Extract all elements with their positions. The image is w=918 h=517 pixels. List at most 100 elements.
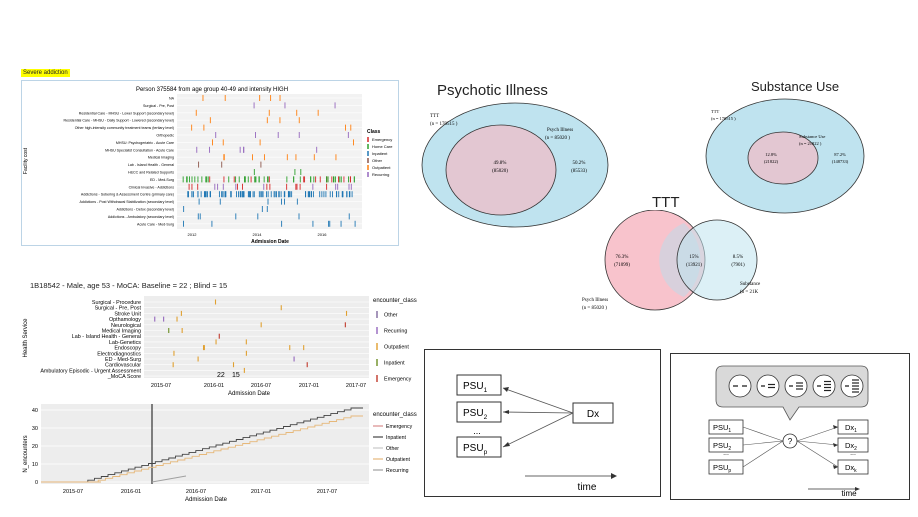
patient-plot-row-label: Surgical - Pre, Post (95, 306, 142, 312)
ttt-mid-pct: 15% (689, 255, 698, 260)
person-legend-label: Inpatient (372, 151, 388, 156)
cumulative-plot-grid: 0 10 20 30 40 (32, 408, 369, 486)
cumulative-plot-ytick: 40 (32, 408, 38, 414)
dx-node-label-right: Dxk (845, 463, 857, 474)
patient-plot-title: 1B18542 - Male, age 53 - MoCA: Baseline … (30, 281, 228, 290)
patient-plot-xtick: 2017-07 (346, 383, 366, 389)
psychotic-outer-count: (85533) (571, 169, 587, 174)
cumulative-plot-ytick: 0 (35, 480, 38, 486)
ttt-left-count: (71099) (614, 263, 630, 268)
hidden-to-dx-edge (796, 426, 839, 442)
patient-plot-row-label: Neurological (111, 323, 141, 329)
outpatient-series-line (41, 415, 363, 483)
psu-node-subscript-right: p (728, 468, 731, 474)
person-legend-label: Home Care (372, 144, 393, 149)
cumulative-plot-xtick: 2016-01 (121, 489, 141, 495)
patient-plot-row-label: ED - Med-Surg (105, 357, 141, 363)
dx-node-subscript-right: k (854, 468, 857, 474)
substance-use-venn: TTT (n = 170515 ) Substance Use (n = 218… (705, 98, 865, 214)
psu-dx-diagram: PSU1 PSU2... PSUp Dx time (424, 349, 661, 497)
psychotic-inner-label: Psych Illness (547, 128, 573, 133)
psu-node-subscript-right: 2 (728, 446, 731, 452)
cumulative-legend-label: Other (386, 446, 399, 452)
psu-to-hidden-edge (742, 440, 784, 446)
dx-arrowhead (833, 465, 838, 469)
psu-node-label-right: PSU1 (713, 423, 731, 434)
psychotic-inner-n: (n = 85020 ) (545, 136, 570, 141)
person-plot-legend: Emergency Home Care Inpatient Other Outpatie… (367, 137, 393, 177)
psych-illness-circle (445, 124, 557, 216)
arrowhead-psu1 (503, 387, 509, 392)
patient-plot-xtick: 2017-01 (299, 383, 319, 389)
psu-node-box (456, 374, 502, 396)
ttt-mid-count: (13921) (686, 263, 702, 268)
psu-ellipsis: ... (473, 426, 481, 436)
cumulative-plot-ytick: 10 (32, 462, 38, 468)
ttt-left-n: (n = 85020 ) (582, 306, 607, 311)
patient-plot-xtick: 2016-07 (251, 383, 271, 389)
substance-inner-count: (21822) (764, 159, 779, 164)
psychotic-outer-pct: 50.2% (573, 161, 586, 166)
psu-node-name: PSU (463, 408, 484, 419)
psu-node-subscript: 1 (484, 387, 488, 394)
arrowhead-psu2 (503, 410, 509, 414)
cumulative-plot-xtick: 2016-07 (186, 489, 206, 495)
arrowhead-psup (503, 442, 510, 447)
patient-legend-label: Emergency (384, 377, 412, 383)
patient-plot-row-label: Medical Imaging (102, 329, 141, 335)
psu-node-box (456, 436, 502, 458)
person-plot-title: Person 375584 from age group 40-49 and i… (136, 87, 288, 93)
substance-outer-pct: 87.2% (834, 152, 846, 157)
state-circles (728, 374, 864, 398)
arrow-dx-psup (502, 412, 574, 448)
cumulative-plot-lines (41, 407, 363, 483)
psu-node-label-right: PSU2 (713, 441, 731, 452)
substance-inner-n: (n = 21822 ) (799, 141, 822, 146)
psu-node-label-right: PSUp (713, 463, 731, 474)
patient-plot-row-label: Endoscopy (114, 346, 141, 352)
ttt-title: TTT (652, 194, 680, 211)
time-arrowhead-right (855, 487, 860, 491)
person-plot-panel (177, 94, 362, 229)
patient-plot-row-label: Stroke Unit (114, 311, 141, 317)
psu-node-name-right: PSU (713, 423, 728, 432)
person-legend-label: Outpatient (372, 165, 391, 170)
cumulative-plot-ytick: 20 (32, 444, 38, 450)
patient-plot-row-label: Cardiovascular (105, 363, 141, 369)
cumulative-legend-label: Emergency (386, 424, 413, 430)
arrow-dx-psu2 (502, 411, 574, 414)
person-plot-row-label: Addictions - Ambulatory (secondary level… (108, 215, 174, 219)
person-plot-row-label: Other high-intensity community treatment… (75, 126, 174, 130)
state-circle (756, 374, 780, 398)
patient-plot-row-label: Lab - Island Health - General (72, 334, 141, 340)
time-arrowhead (611, 473, 617, 479)
arrow-dx-psu1 (502, 387, 574, 414)
psu-node-name: PSU (463, 381, 484, 392)
patient-plot-row-label: Surgical - Procedure (92, 300, 141, 306)
cumulative-plot-legend: Emergency Inpatient Other Outpatient Recurri… (373, 424, 413, 474)
substance-inner-pct: 12.8% (765, 152, 777, 157)
patient-plot-x-label: Admission Date (228, 391, 271, 397)
cumulative-legend-label: Recurring (386, 468, 409, 474)
person-plot-row-label: Residential Care - MHSU - Lower Support … (79, 111, 174, 115)
dx-node-label-right: Dx2 (845, 441, 857, 452)
person-plot-row-label: NA (169, 97, 175, 101)
patient-plot-legend-title: encounter_class (373, 298, 417, 304)
state-circle (812, 374, 836, 398)
psu-node-name-right: PSU (713, 463, 728, 472)
psu-ellipsis-right: ... (723, 450, 729, 457)
cumulative-plot-x-label: Admission Date (185, 497, 228, 503)
substance-use-title: Substance Use (751, 79, 840, 94)
patient-timeline-plot: Health Service Surgical - ProcedureSurgi… (23, 296, 417, 397)
person-legend-label: Recurring (372, 172, 389, 177)
person-plot-row-label: Addictions - Sobering & Assessment Centr… (81, 193, 174, 197)
patient-plot-x-ticks: 2015-07 2016-01 2016-07 2017-01 2017-07 (151, 383, 366, 389)
patient-plot-y-label: Health Service (23, 318, 29, 358)
patient-legend-label: Other (384, 313, 398, 319)
cumulative-plot-panel (41, 404, 369, 484)
cumulative-plot-x-ticks: 2015-07 2016-01 2016-07 2017-01 2017-07 (63, 489, 337, 495)
person-legend-label: Other (372, 158, 383, 163)
